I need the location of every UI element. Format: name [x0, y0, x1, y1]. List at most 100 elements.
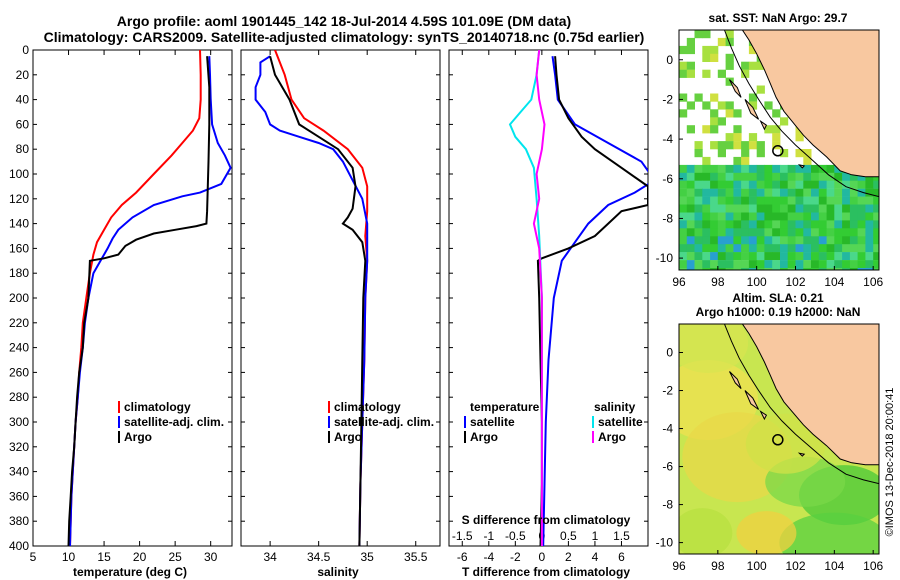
sst-cell: [679, 260, 688, 269]
x-tick-label: 35: [361, 550, 375, 564]
y-tick-label: 320: [9, 440, 29, 454]
sst-cell: [702, 228, 711, 237]
sst-cell: [741, 244, 750, 253]
sst-cell: [826, 204, 835, 213]
sst-cell: [873, 188, 879, 197]
sst-cell: [826, 164, 835, 174]
legend-heading-salinity: salinity: [594, 400, 636, 414]
sst-cell: [873, 244, 879, 253]
sla-map-land: [741, 324, 879, 466]
legend-label-argo: Argo: [334, 430, 362, 444]
sst-cell: [873, 212, 879, 221]
sst-cell: [780, 228, 789, 237]
sst-cell: [694, 204, 703, 213]
legend-label-argo: Argo: [124, 430, 152, 444]
sst-cell: [725, 61, 734, 70]
sst-cell: [694, 260, 703, 269]
sst-cell: [756, 220, 765, 229]
sst-cell: [756, 141, 765, 150]
sst-cell: [857, 180, 866, 189]
sst-cell: [780, 212, 789, 221]
sst-cell: [741, 61, 750, 70]
sst-cell: [679, 180, 688, 189]
y-tick-label: 280: [9, 390, 29, 404]
sst-cell: [795, 196, 804, 205]
sst-cell: [702, 196, 711, 205]
sst-cell: [702, 172, 711, 181]
sst-cell: [865, 236, 874, 245]
sst-cell: [748, 172, 758, 181]
sst-cell: [725, 30, 734, 39]
figure-title-line2: Climatology: CARS2009. Satellite-adjuste…: [44, 29, 645, 45]
sst-cell: [842, 212, 851, 221]
sst-cell: [842, 196, 851, 205]
sst-cell: [748, 93, 758, 102]
sst-cell: [818, 180, 827, 189]
sst-cell: [764, 125, 773, 134]
sst-cell: [787, 188, 796, 197]
sst-cell: [780, 164, 789, 174]
sst-cell: [741, 196, 750, 205]
map-y-tick-label: -8: [662, 211, 673, 225]
sst-cell: [686, 244, 695, 253]
sst-cell: [818, 244, 827, 253]
sst-cell: [834, 188, 843, 197]
sst-cell: [780, 149, 789, 158]
sst-cell: [780, 117, 789, 126]
sst-cell: [686, 268, 695, 270]
sst-cell: [818, 164, 827, 174]
y-tick-label: 340: [9, 465, 29, 479]
sst-cell: [756, 85, 765, 94]
y-tick-label: 220: [9, 316, 29, 330]
sst-cell: [756, 164, 765, 174]
sst-cell: [725, 244, 734, 253]
sst-cell: [741, 268, 750, 270]
sst-cell: [873, 204, 879, 213]
sst-cell: [834, 204, 843, 213]
sst-cell: [865, 260, 874, 269]
y-tick-label: 260: [9, 365, 29, 379]
sst-cell: [842, 268, 851, 270]
series-line-s-argo: [532, 50, 546, 546]
sst-cell: [694, 164, 703, 174]
sla-map-islands: [729, 371, 806, 457]
sst-cell: [710, 141, 719, 150]
legend-label-climatology: climatology: [334, 400, 401, 414]
sst-cell: [811, 236, 820, 245]
y-tick-label: 180: [9, 266, 29, 280]
sst-cell: [733, 212, 742, 221]
sst-cell: [795, 133, 804, 142]
sst-cell: [842, 188, 851, 197]
sst-cell: [772, 252, 781, 261]
legend-label-satellite: satellite-adj. clim.: [124, 415, 224, 429]
sst-cell: [686, 252, 695, 261]
sst-cell: [725, 204, 734, 213]
sst-cell: [849, 204, 859, 213]
sst-cell: [780, 196, 789, 205]
sst-cell: [717, 268, 726, 270]
sst-cell: [857, 244, 866, 253]
sst-cell: [787, 228, 796, 237]
sst-cell: [710, 212, 719, 221]
sst-cell: [702, 69, 711, 78]
map-y-tick-label: 0: [666, 346, 673, 360]
series-line-argo: [67, 56, 211, 546]
sst-cell: [717, 228, 726, 237]
sst-cell: [717, 149, 726, 158]
sla-blob: [679, 324, 749, 373]
sst-cell: [694, 30, 703, 39]
copyright-watermark: ©IMOS 13-Dec-2018 20:00:41: [884, 388, 896, 537]
sst-cell: [756, 228, 765, 237]
temperature-y-ticks: 0 20 40 60 80 100 120 140 160 180 200 220 240 260 280 3…: [9, 43, 232, 553]
sst-cell: [702, 260, 711, 269]
sst-cell: [717, 212, 726, 221]
map-y-tick-label: 0: [666, 53, 673, 67]
map-x-tick-label: 100: [747, 559, 767, 573]
sst-cell: [725, 141, 734, 150]
salinity-y-ticks: [241, 49, 440, 547]
sst-cell: [811, 244, 820, 253]
sst-cell: [679, 204, 688, 213]
s-tick-label: -1: [483, 529, 494, 543]
sst-cell: [686, 236, 695, 245]
sst-cell: [725, 260, 734, 269]
